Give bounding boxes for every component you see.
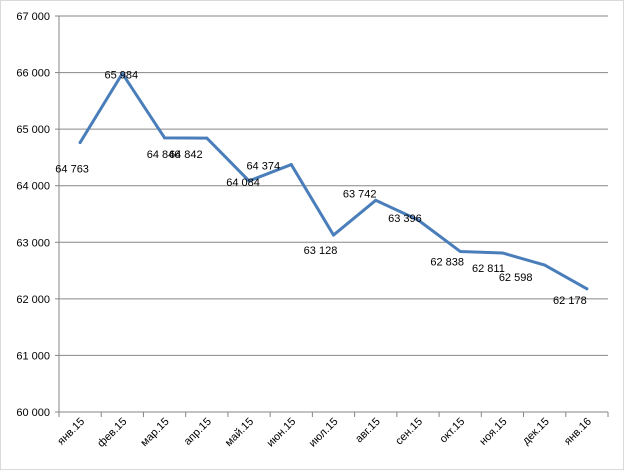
- series: [78, 71, 589, 291]
- data-point: [458, 249, 462, 253]
- x-tick-label: апр.15: [182, 416, 214, 448]
- data-label: 65 984: [105, 69, 139, 81]
- data-point: [374, 198, 378, 202]
- data-label: 64 374: [246, 161, 280, 173]
- x-tick-label: янв.16: [562, 416, 594, 448]
- data-label: 63 396: [388, 213, 422, 225]
- data-label: 62 838: [430, 256, 464, 268]
- data-point: [585, 287, 589, 291]
- data-point: [120, 71, 124, 75]
- data-point: [205, 136, 209, 140]
- data-point: [247, 179, 251, 183]
- x-tick-label: дек.15: [520, 416, 552, 448]
- x-tick-label: фев.15: [95, 416, 129, 450]
- data-label: 62 811: [472, 263, 505, 275]
- y-tick-label: 64 000: [16, 181, 50, 193]
- x-tick-label: сен.15: [393, 416, 425, 448]
- data-label: 63 742: [343, 188, 377, 200]
- y-tick-label: 65 000: [16, 124, 50, 136]
- x-tick-label: май.15: [223, 416, 256, 449]
- x-tick-label: июл.15: [307, 416, 341, 450]
- data-point: [543, 263, 547, 267]
- x-tick-label: мар.15: [138, 416, 171, 449]
- data-label: 64 763: [55, 164, 89, 176]
- data-point: [332, 233, 335, 237]
- data-point: [289, 163, 293, 167]
- data-label: 64 084: [226, 177, 260, 189]
- data-point: [500, 251, 504, 255]
- y-tick-label: 66 000: [16, 68, 50, 80]
- data-label: 64 846: [147, 149, 181, 161]
- data-point: [416, 218, 420, 222]
- x-tick-label: ноя.15: [477, 416, 509, 448]
- x-tick-label: янв.15: [55, 416, 87, 448]
- y-tick-label: 61 000: [16, 350, 50, 362]
- data-point: [163, 136, 167, 140]
- data-label: 62 598: [499, 272, 533, 284]
- x-tick-label: авг.15: [353, 416, 383, 446]
- y-axis: 60 000 61 000 62 000 63 000 64 000 65 000 66 0…: [16, 11, 60, 419]
- x-tick-label: июн.15: [265, 416, 299, 450]
- gridlines: [59, 15, 608, 356]
- x-axis: янв.15 фев.15 мар.15 апр.15 май.15 июн.15 июл.…: [55, 411, 609, 450]
- data-label: 64 842: [169, 149, 203, 161]
- y-tick-label: 63 000: [16, 237, 50, 249]
- y-tick-label: 60 000: [16, 407, 50, 419]
- x-tick-label: окт.15: [437, 416, 467, 446]
- data-label: 63 128: [304, 245, 338, 257]
- data-point: [78, 141, 82, 145]
- data-label: 62 178: [553, 295, 587, 307]
- y-tick-label: 62 000: [16, 294, 50, 306]
- y-tick-label: 67 000: [16, 11, 50, 23]
